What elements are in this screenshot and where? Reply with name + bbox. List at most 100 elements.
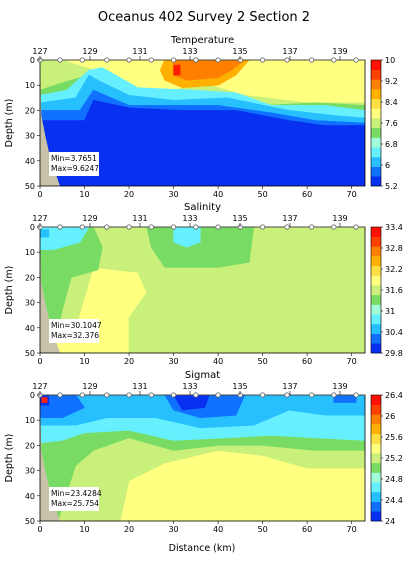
colorbar-tick-label: 9.2	[385, 77, 398, 86]
y-tick-label: 10	[25, 81, 35, 90]
colorbar-swatch	[371, 60, 381, 70]
colorbar-tick-label: 32.2	[385, 265, 403, 274]
colorbar-swatch	[371, 166, 381, 177]
colorbar-tick-label: 6.8	[385, 140, 398, 149]
y-tick-label: 0	[30, 391, 35, 400]
colorbar-swatch	[371, 323, 381, 334]
top-tick-label: 139	[332, 382, 347, 391]
station-marker	[260, 224, 266, 230]
station-marker	[331, 57, 337, 63]
station-marker	[284, 392, 290, 398]
top-tick-label: 127	[32, 214, 47, 223]
station-marker	[284, 57, 290, 63]
colorbar-tick-label: 30.4	[385, 328, 403, 337]
colorbar-swatch	[371, 256, 381, 267]
contour-level-9	[173, 64, 181, 76]
x-tick-label: 40	[213, 525, 223, 534]
station-marker	[148, 224, 154, 230]
x-tick-label: 30	[168, 190, 178, 199]
x-tick-label: 30	[168, 525, 178, 534]
colorbar-swatch	[371, 127, 381, 138]
colorbar-swatch	[371, 424, 381, 435]
station-marker	[215, 224, 221, 230]
x-tick-label: 0	[37, 190, 42, 199]
station-marker	[308, 224, 315, 230]
colorbar-swatch	[371, 501, 381, 512]
top-tick-label: 133	[182, 214, 197, 223]
station-marker	[260, 392, 266, 398]
y-axis-label: Depth (m)	[4, 266, 15, 315]
colorbar-swatch	[371, 314, 381, 325]
contour-level-6	[40, 100, 365, 186]
y-axis-label: Depth (m)	[4, 434, 15, 483]
y-tick-label: 40	[25, 157, 35, 166]
colorbar-tick-label: 31.6	[385, 286, 403, 295]
colorbar-swatch	[371, 118, 381, 129]
top-tick-label: 139	[332, 214, 347, 223]
contour-level-7	[333, 395, 357, 403]
colorbar-tick-label: 25.6	[385, 433, 403, 442]
colorbar-swatch	[371, 482, 381, 493]
y-tick-label: 0	[30, 56, 35, 65]
colorbar-swatch	[371, 156, 381, 167]
colorbar-tick-label: 32.8	[385, 244, 403, 253]
max-label: Max=25.754	[51, 499, 99, 508]
station-marker	[170, 57, 177, 63]
colorbar-swatch	[371, 395, 381, 405]
colorbar-swatch	[371, 511, 381, 522]
station-marker	[353, 224, 359, 230]
x-tick-label: 10	[79, 525, 89, 534]
panel-title: Salinity	[184, 202, 221, 213]
colorbar-swatch	[371, 443, 381, 454]
min-label: Min=3.7651	[51, 154, 97, 163]
station-marker	[193, 392, 199, 398]
colorbar-swatch	[371, 79, 381, 90]
max-label: Max=32.376	[51, 331, 99, 340]
x-tick-label: 50	[258, 357, 268, 366]
contour-field	[40, 60, 365, 186]
station-marker	[260, 57, 266, 63]
x-tick-label: 40	[213, 357, 223, 366]
top-tick-label: 135	[232, 47, 247, 56]
station-marker	[104, 392, 110, 398]
y-tick-label: 50	[25, 349, 35, 358]
colorbar-swatch	[371, 246, 381, 257]
y-tick-label: 20	[25, 441, 35, 450]
top-tick-label: 135	[232, 214, 247, 223]
top-tick-label: 129	[82, 214, 97, 223]
top-tick-label: 137	[282, 382, 297, 391]
colorbar-swatch	[371, 69, 381, 80]
station-marker	[237, 57, 243, 63]
top-tick-label: 135	[232, 382, 247, 391]
colorbar-swatch	[371, 343, 381, 354]
colorbar-swatch	[371, 137, 381, 148]
colorbar-swatch	[371, 462, 381, 473]
contour-level-10	[41, 397, 48, 403]
min-label: Min=23.4284	[51, 489, 102, 498]
colorbar: 10 9.2 8.4 7.6 6.8 6 5.2	[370, 56, 398, 191]
station-marker	[237, 392, 243, 398]
seafloor-shape	[40, 60, 60, 186]
colorbar-swatch	[371, 98, 381, 109]
colorbar-swatch	[371, 285, 381, 296]
y-tick-label: 40	[25, 492, 35, 501]
colorbar-swatch	[371, 472, 381, 483]
colorbar-tick-label: 6	[385, 161, 390, 170]
x-tick-label: 70	[347, 357, 357, 366]
colorbar-swatch	[371, 404, 381, 415]
station-marker	[79, 57, 85, 63]
stats-box	[49, 152, 99, 176]
y-tick-label: 50	[25, 517, 35, 526]
station-marker	[79, 392, 85, 398]
station-marker	[215, 392, 221, 398]
colorbar-swatch	[371, 265, 381, 276]
y-tick-label: 10	[25, 416, 35, 425]
y-tick-label: 10	[25, 248, 35, 257]
station-marker	[193, 224, 199, 230]
top-tick-label: 127	[32, 382, 47, 391]
station-marker	[170, 224, 177, 230]
top-tick-label: 139	[332, 47, 347, 56]
station-marker	[308, 392, 315, 398]
